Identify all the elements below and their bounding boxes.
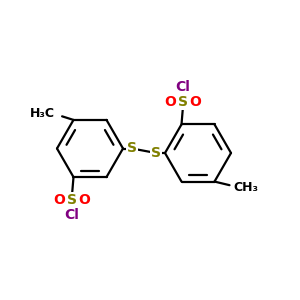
- Text: H₃C: H₃C: [30, 107, 55, 120]
- Text: S: S: [178, 95, 188, 109]
- Text: S: S: [67, 193, 77, 207]
- Text: O: O: [79, 193, 91, 207]
- Text: O: O: [190, 95, 202, 109]
- Text: Cl: Cl: [176, 80, 190, 94]
- Text: CH₃: CH₃: [233, 181, 258, 194]
- Text: O: O: [164, 95, 176, 109]
- Text: Cl: Cl: [64, 208, 80, 222]
- Text: O: O: [53, 193, 65, 207]
- Text: S: S: [127, 142, 137, 155]
- Text: S: S: [151, 146, 161, 160]
